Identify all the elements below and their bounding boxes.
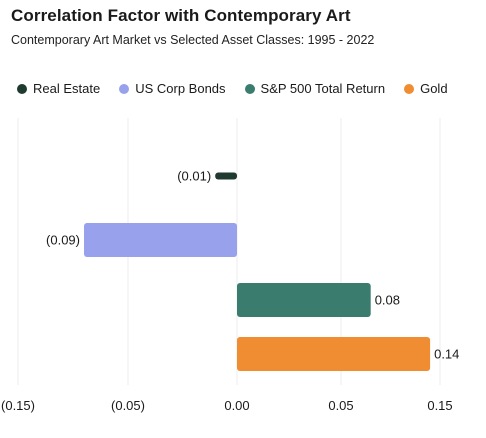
chart-title: Correlation Factor with Contemporary Art xyxy=(11,6,351,25)
legend-label-sp500: S&P 500 Total Return xyxy=(260,81,386,96)
legend-item-real-estate: Real Estate xyxy=(17,81,100,96)
legend-item-gold: Gold xyxy=(404,81,448,96)
x-tick-label-4: 0.15 xyxy=(427,398,452,413)
data-label-0: (0.01) xyxy=(177,169,211,184)
data-label-3: 0.14 xyxy=(434,347,459,362)
x-tick-label-3: 0.05 xyxy=(328,398,353,413)
legend-label-us-corp-bonds: US Corp Bonds xyxy=(135,81,226,96)
x-tick-label-2: 0.00 xyxy=(224,398,249,413)
legend: Real Estate US Corp Bonds S&P 500 Total … xyxy=(17,81,467,96)
legend-label-gold: Gold xyxy=(420,81,448,96)
legend-label-real-estate: Real Estate xyxy=(33,81,101,96)
bar-3 xyxy=(237,337,431,371)
legend-swatch-real-estate xyxy=(17,83,27,94)
chart-subtitle: Contemporary Art Market vs Selected Asse… xyxy=(11,33,375,47)
legend-item-sp500: S&P 500 Total Return xyxy=(244,81,386,96)
legend-swatch-us-corp-bonds xyxy=(119,83,130,94)
bar-0 xyxy=(215,172,237,180)
data-label-2: 0.08 xyxy=(375,293,400,308)
x-tick-label-0: (0.15) xyxy=(1,398,35,413)
legend-item-us-corp-bonds: US Corp Bonds xyxy=(119,81,226,96)
bar-2 xyxy=(237,283,371,317)
bar-1 xyxy=(84,223,237,257)
legend-swatch-gold xyxy=(404,83,415,94)
x-tick-label-1: (0.05) xyxy=(111,398,145,413)
legend-swatch-sp500 xyxy=(244,83,255,94)
data-label-1: (0.09) xyxy=(46,233,80,248)
